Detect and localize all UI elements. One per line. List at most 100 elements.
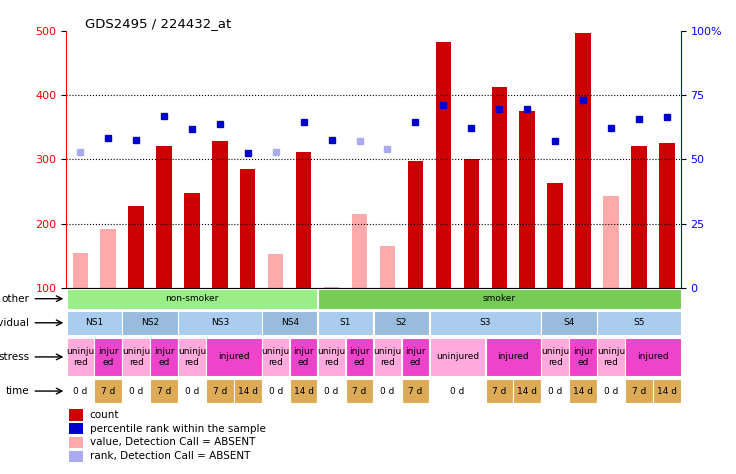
FancyBboxPatch shape	[66, 379, 94, 403]
Bar	[604, 196, 619, 288]
Text: injured: injured	[637, 353, 669, 362]
FancyBboxPatch shape	[402, 337, 429, 376]
Text: uninju
red: uninju red	[261, 347, 290, 366]
FancyBboxPatch shape	[206, 379, 233, 403]
Text: uninju
red: uninju red	[373, 347, 402, 366]
FancyBboxPatch shape	[318, 337, 345, 376]
FancyBboxPatch shape	[94, 337, 122, 376]
FancyBboxPatch shape	[598, 310, 681, 335]
FancyBboxPatch shape	[570, 379, 597, 403]
Text: 0 d: 0 d	[381, 387, 394, 396]
Text: injured: injured	[218, 353, 250, 362]
FancyBboxPatch shape	[374, 310, 429, 335]
Bar	[436, 42, 451, 288]
Bar	[184, 193, 199, 288]
Text: 0 d: 0 d	[185, 387, 199, 396]
Text: uninju
red: uninju red	[317, 347, 346, 366]
FancyBboxPatch shape	[430, 337, 485, 376]
Text: injur
ed: injur ed	[294, 347, 314, 366]
Bar	[352, 214, 367, 288]
Text: 7 d: 7 d	[353, 387, 367, 396]
Text: 7 d: 7 d	[492, 387, 506, 396]
Text: value, Detection Call = ABSENT: value, Detection Call = ABSENT	[90, 438, 255, 447]
Text: percentile rank within the sample: percentile rank within the sample	[90, 424, 266, 434]
Text: S1: S1	[340, 318, 351, 327]
FancyBboxPatch shape	[598, 379, 625, 403]
Text: 0 d: 0 d	[73, 387, 88, 396]
Bar	[380, 246, 395, 288]
Bar	[240, 169, 255, 288]
Bar	[73, 253, 88, 288]
Text: 14 d: 14 d	[294, 387, 314, 396]
Text: uninjured: uninjured	[436, 353, 479, 362]
Text: injur
ed: injur ed	[98, 347, 118, 366]
FancyBboxPatch shape	[653, 379, 681, 403]
Text: NS2: NS2	[141, 318, 159, 327]
FancyBboxPatch shape	[598, 337, 625, 376]
Text: NS3: NS3	[210, 318, 229, 327]
Text: S2: S2	[396, 318, 407, 327]
Text: 14 d: 14 d	[657, 387, 677, 396]
Bar	[631, 146, 647, 288]
FancyBboxPatch shape	[625, 379, 653, 403]
Text: 0 d: 0 d	[548, 387, 562, 396]
FancyBboxPatch shape	[178, 310, 261, 335]
FancyBboxPatch shape	[122, 379, 149, 403]
FancyBboxPatch shape	[514, 379, 541, 403]
Bar	[69, 437, 83, 448]
Bar	[659, 143, 674, 288]
Bar	[576, 33, 591, 288]
FancyBboxPatch shape	[66, 310, 122, 335]
Bar	[464, 159, 479, 288]
FancyBboxPatch shape	[94, 379, 122, 403]
FancyBboxPatch shape	[290, 379, 317, 403]
Bar	[69, 409, 83, 420]
Text: individual: individual	[0, 318, 29, 328]
Text: injured: injured	[498, 353, 529, 362]
Text: S3: S3	[480, 318, 491, 327]
Text: uninju
red: uninju red	[66, 347, 94, 366]
Text: 7 d: 7 d	[631, 387, 646, 396]
Bar	[69, 451, 83, 462]
Text: 7 d: 7 d	[408, 387, 422, 396]
FancyBboxPatch shape	[178, 337, 205, 376]
FancyBboxPatch shape	[486, 379, 513, 403]
FancyBboxPatch shape	[234, 379, 261, 403]
Text: non-smoker: non-smoker	[166, 294, 219, 303]
Bar	[69, 423, 83, 434]
Text: injur
ed: injur ed	[406, 347, 425, 366]
Text: 0 d: 0 d	[129, 387, 144, 396]
Text: GDS2495 / 224432_at: GDS2495 / 224432_at	[85, 17, 231, 30]
Text: 7 d: 7 d	[101, 387, 116, 396]
FancyBboxPatch shape	[262, 310, 317, 335]
FancyBboxPatch shape	[486, 337, 541, 376]
FancyBboxPatch shape	[290, 337, 317, 376]
Bar	[548, 183, 563, 288]
FancyBboxPatch shape	[625, 337, 681, 376]
Text: uninju
red: uninju red	[597, 347, 625, 366]
FancyBboxPatch shape	[66, 337, 94, 376]
Text: 0 d: 0 d	[269, 387, 283, 396]
Text: S5: S5	[633, 318, 645, 327]
Text: uninju
red: uninju red	[178, 347, 206, 366]
Bar	[156, 146, 171, 288]
Text: stress: stress	[0, 352, 29, 362]
Text: injur
ed: injur ed	[154, 347, 174, 366]
Text: 7 d: 7 d	[157, 387, 171, 396]
Text: NS4: NS4	[280, 318, 299, 327]
FancyBboxPatch shape	[66, 289, 317, 309]
Bar	[296, 152, 311, 288]
FancyBboxPatch shape	[374, 337, 401, 376]
Text: 0 d: 0 d	[325, 387, 339, 396]
Text: time: time	[6, 386, 29, 396]
Text: count: count	[90, 410, 119, 419]
Bar	[268, 255, 283, 288]
FancyBboxPatch shape	[318, 289, 681, 309]
FancyBboxPatch shape	[430, 310, 541, 335]
FancyBboxPatch shape	[150, 337, 177, 376]
FancyBboxPatch shape	[542, 379, 569, 403]
FancyBboxPatch shape	[178, 379, 205, 403]
Text: 7 d: 7 d	[213, 387, 227, 396]
Text: 14 d: 14 d	[517, 387, 537, 396]
FancyBboxPatch shape	[318, 310, 373, 335]
